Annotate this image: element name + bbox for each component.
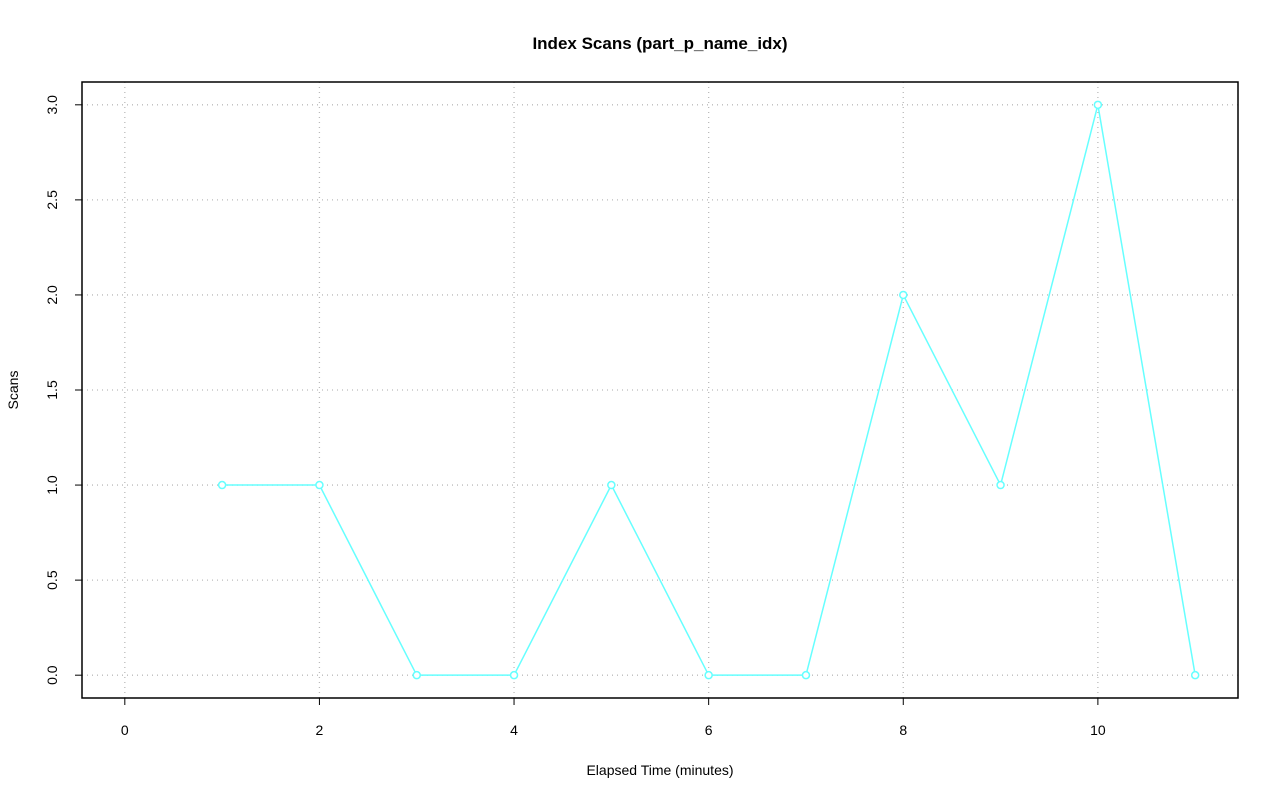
chart-title: Index Scans (part_p_name_idx) (532, 34, 787, 53)
point (996, 480, 1005, 490)
point (315, 480, 324, 490)
x-tick-label: 2 (316, 722, 324, 738)
x-axis-label: Elapsed Time (minutes) (586, 762, 733, 778)
x-tick-label: 8 (899, 722, 907, 738)
x-tick-label: 10 (1090, 722, 1106, 738)
point (509, 670, 519, 680)
y-tick-label: 1.0 (44, 475, 60, 495)
y-tick-label: 2.5 (44, 190, 60, 210)
y-tick-label: 1.5 (44, 380, 60, 400)
point (899, 290, 908, 300)
y-axis-label: Scans (5, 371, 21, 410)
y-tick-label: 2.0 (44, 285, 60, 305)
x-tick-label: 0 (121, 722, 129, 738)
point (801, 670, 811, 680)
y-tick-label: 3.0 (44, 95, 60, 115)
y-tick-label: 0.5 (44, 570, 60, 590)
plot-frame (81, 81, 1239, 699)
y-tick-label: 0.0 (44, 665, 60, 685)
point (217, 480, 227, 490)
point (1190, 670, 1200, 680)
point (607, 480, 616, 490)
x-tick-label: 6 (705, 722, 713, 738)
x-tick-label: 4 (510, 722, 518, 738)
point (412, 670, 421, 680)
point (704, 670, 713, 680)
point (1093, 100, 1103, 110)
series-line (222, 104, 1196, 676)
